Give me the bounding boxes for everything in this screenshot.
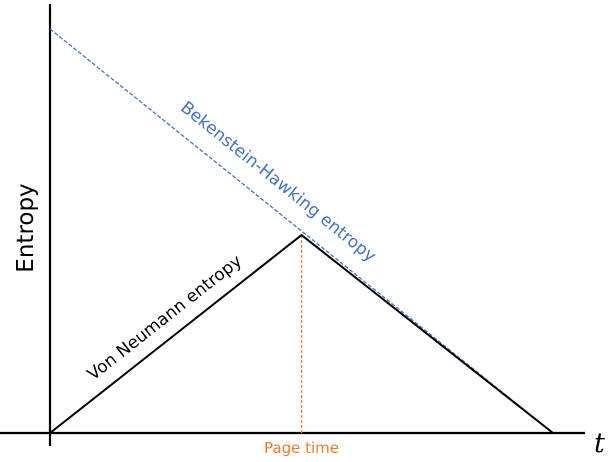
y-axis-label: Entropy (13, 183, 39, 272)
series-line-bekenstein-hawking-entropy (49, 28, 554, 434)
series-line-von-neumann-entropy (49, 233, 554, 434)
series-layer (49, 28, 554, 434)
page-time-label: Page time (264, 439, 339, 457)
x-axis-label: t (594, 428, 605, 459)
series-label-bekenstein-hawking: Bekenstein-Hawking entropy (177, 98, 380, 267)
series-label-von-neumann: Von Neumann entropy (84, 251, 246, 385)
